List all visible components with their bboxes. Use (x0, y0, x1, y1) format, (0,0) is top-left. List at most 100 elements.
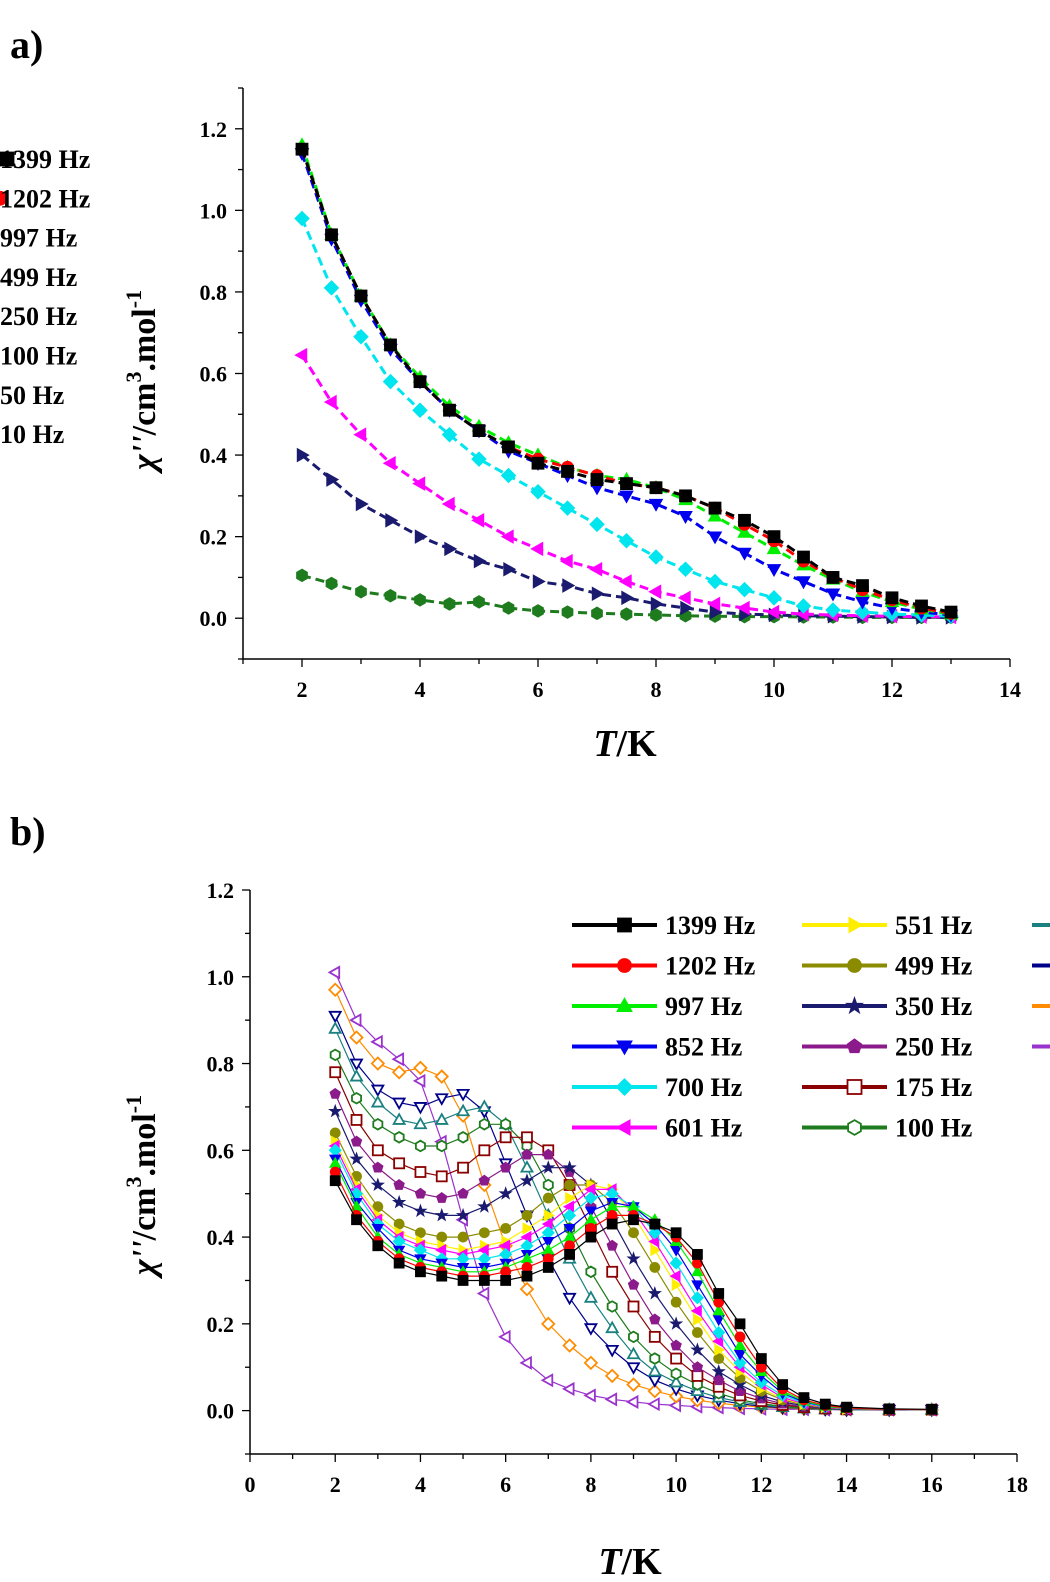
data-point (443, 403, 456, 417)
legend-item: 700 Hz (572, 1073, 742, 1102)
data-point (619, 490, 634, 504)
data-point (393, 1257, 405, 1269)
legend-label: 350 Hz (895, 992, 972, 1021)
data-point (713, 1374, 725, 1386)
data-point (326, 472, 340, 487)
data-point (392, 1194, 407, 1209)
data-point (434, 1207, 449, 1222)
legend-label: 50 Hz (0, 381, 64, 410)
data-point (736, 600, 750, 616)
x-tick-label: 14 (999, 677, 1021, 702)
legend-marker (848, 916, 864, 934)
data-point (583, 1355, 599, 1371)
data-point (678, 511, 693, 524)
panel-a-legend: 1399 Hz 1202 Hz 997 Hz 499 Hz 250 Hz 100 Hz 50… (0, 145, 90, 449)
data-point (384, 589, 397, 603)
data-point (412, 476, 426, 491)
legend-label: 499 Hz (895, 952, 972, 981)
data-point (457, 1187, 469, 1199)
data-point (648, 1226, 662, 1240)
data-point (382, 455, 396, 471)
data-point (436, 1139, 448, 1153)
data-point (628, 1214, 639, 1226)
legend-item: 997 Hz (0, 224, 77, 253)
data-point (434, 1093, 449, 1106)
data-point (413, 1060, 428, 1076)
data-point (413, 375, 427, 389)
legend-item: 1202 Hz (572, 952, 755, 981)
legend-marker (0, 151, 15, 167)
data-point (819, 1398, 831, 1410)
legend-marker (847, 1119, 862, 1136)
data-point (590, 473, 604, 486)
data-point (707, 531, 723, 545)
data-point (855, 596, 870, 610)
data-point (471, 451, 487, 467)
legend-item: 250 Hz (0, 302, 77, 331)
data-point (712, 1304, 725, 1316)
legend-label: 700 Hz (665, 1073, 742, 1102)
x-tick-label: 4 (415, 677, 426, 702)
data-point (435, 1170, 448, 1183)
data-point (733, 1338, 747, 1350)
x-tick-label: 2 (297, 677, 308, 702)
data-point (584, 1183, 596, 1196)
data-point (382, 373, 399, 390)
x-tick-label: 6 (500, 1472, 511, 1497)
data-point (583, 1388, 596, 1403)
data-point (295, 142, 309, 156)
data-point (648, 584, 662, 599)
legend-label: 175 Hz (895, 1073, 972, 1102)
data-point (606, 1300, 618, 1313)
data-point (323, 280, 340, 296)
data-point (414, 1139, 426, 1153)
data-point (349, 1068, 364, 1082)
legend-item: 350 Hz (802, 992, 972, 1021)
data-point (563, 1208, 577, 1222)
data-point (370, 1034, 383, 1049)
legend-item: 1399 Hz (572, 911, 755, 940)
data-point (328, 1010, 343, 1024)
data-point (415, 1266, 426, 1278)
y-tick-label: 0.0 (200, 606, 228, 631)
y-tick-label: 0.8 (200, 280, 228, 305)
data-point (648, 1330, 661, 1343)
data-point (294, 347, 308, 363)
data-point (915, 599, 928, 613)
data-point (392, 1112, 407, 1125)
series-1399-hz (295, 142, 958, 619)
panel-a-series-group (294, 137, 959, 625)
data-point (826, 571, 840, 584)
data-point (542, 1148, 554, 1160)
data-point (561, 605, 574, 619)
data-point (736, 581, 753, 598)
data-point (649, 1313, 661, 1325)
data-point (520, 1230, 532, 1244)
data-point (521, 1131, 533, 1144)
data-point (712, 1315, 725, 1327)
data-point (541, 1217, 553, 1231)
data-point (669, 1316, 684, 1330)
data-point (708, 501, 722, 515)
y-tick-label: 0.0 (207, 1399, 235, 1424)
data-point (478, 1144, 491, 1157)
data-point (679, 489, 692, 503)
y-tick-label: 0.2 (207, 1312, 235, 1337)
data-point (626, 1362, 641, 1375)
data-point (626, 1346, 641, 1360)
data-point (621, 590, 635, 606)
legend-item: 75 Hz (1032, 923, 1050, 927)
data-point (670, 1227, 682, 1239)
data-point (351, 1091, 362, 1105)
data-point (712, 1325, 726, 1340)
legend-marker (846, 1079, 863, 1095)
data-point (628, 1227, 639, 1239)
data-point (713, 1288, 725, 1299)
data-point (531, 456, 545, 470)
panel-b-xlabel: T/K (598, 1541, 662, 1582)
data-point (519, 1160, 535, 1173)
data-point (585, 1265, 597, 1279)
legend-label: 100 Hz (0, 342, 77, 371)
data-point (650, 1243, 662, 1257)
data-point (370, 1095, 385, 1108)
